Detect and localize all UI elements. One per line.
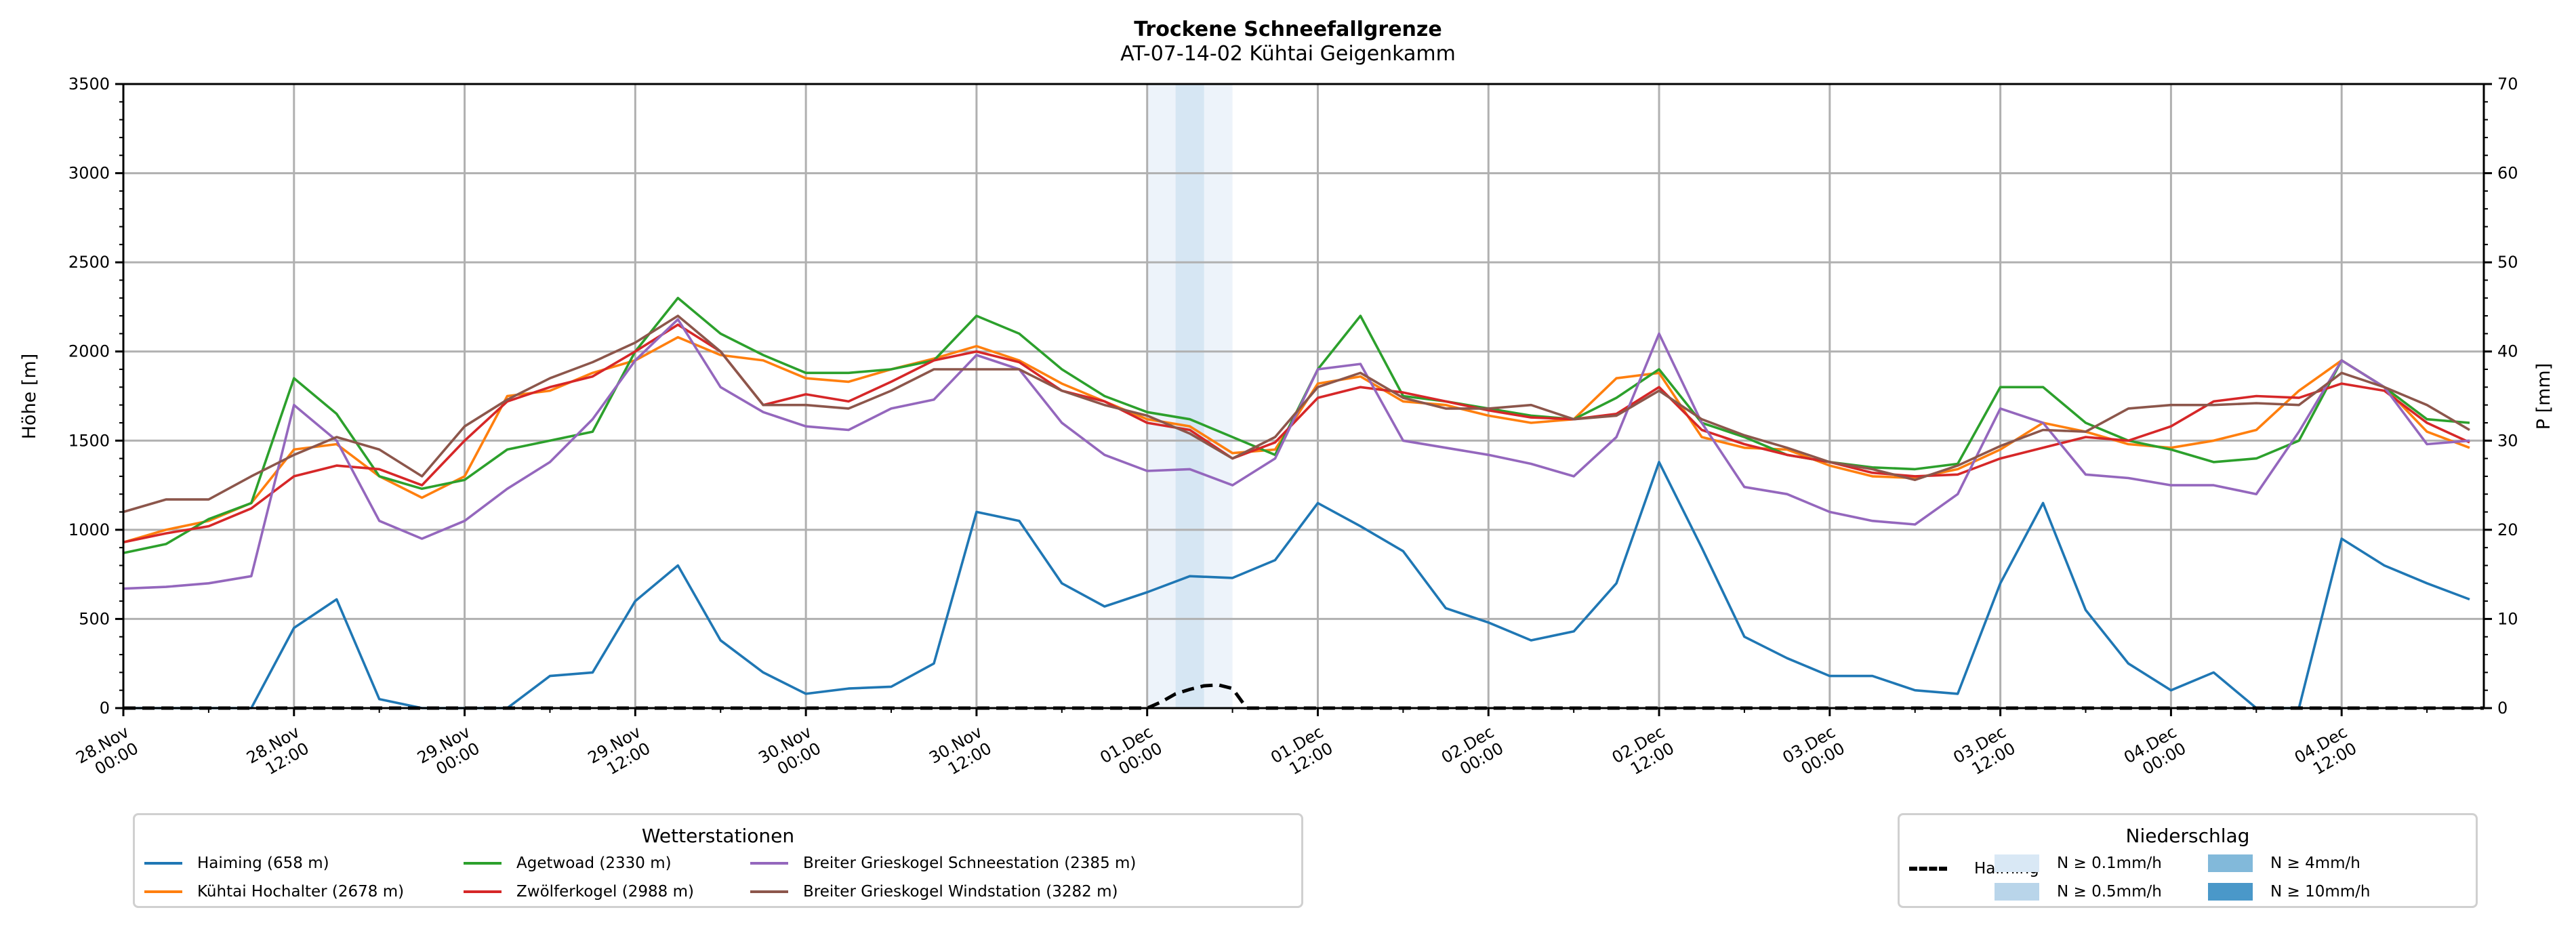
- legend-item-station: Agetwoad (2330 m): [464, 854, 672, 872]
- line-swatch: [144, 890, 182, 893]
- y-right-tick-label: 0: [2497, 699, 2508, 718]
- color-swatch: [1995, 883, 2039, 901]
- legend-item-station: Breiter Grieskogel Windstation (3282 m): [750, 883, 1118, 901]
- color-swatch: [2208, 854, 2253, 872]
- legend-stations-title: Wetterstationen: [641, 825, 795, 847]
- legend-precip: Niederschlag Haiming N ≥ 0.1mm/hN ≥ 0.5m…: [1898, 813, 2478, 908]
- y-tick-label: 0: [100, 699, 110, 718]
- legend-precip-title: Niederschlag: [2125, 825, 2250, 847]
- legend-label: N ≥ 10mm/h: [2270, 883, 2371, 901]
- y-right-tick-label: 10: [2497, 609, 2518, 628]
- color-swatch: [2208, 883, 2253, 901]
- legend-label: Haiming (658 m): [197, 854, 329, 872]
- precip-shade-band: [1175, 84, 1204, 708]
- dashed-line-swatch: [1909, 867, 1947, 871]
- y-right-tick-label: 70: [2497, 75, 2518, 94]
- legend-label: Agetwoad (2330 m): [516, 854, 672, 872]
- y-right-tick-label: 40: [2497, 342, 2518, 361]
- y-tick-label: 1500: [68, 431, 110, 450]
- series-line: [123, 296, 2470, 554]
- line-swatch: [144, 862, 182, 865]
- line-swatch: [750, 890, 788, 893]
- y-tick-label: 2000: [68, 342, 110, 361]
- grid: [123, 84, 2484, 708]
- legend-item-station: Kühtai Hochalter (2678 m): [144, 883, 404, 901]
- line-swatch: [464, 890, 502, 893]
- legend-item-precip-level: N ≥ 0.1mm/h: [1995, 854, 2162, 872]
- legend-label: Breiter Grieskogel Windstation (3282 m): [803, 883, 1118, 901]
- y-tick-label: 3500: [68, 75, 110, 94]
- series-line: [123, 323, 2470, 544]
- y-tick-label: 2500: [68, 253, 110, 272]
- legend-label: Zwölferkogel (2988 m): [516, 883, 694, 901]
- y-axis-right-label: P [mm]: [2533, 363, 2554, 430]
- legend-label: N ≥ 0.5mm/h: [2057, 883, 2162, 901]
- line-swatch: [464, 862, 502, 865]
- legend-label: N ≥ 4mm/h: [2270, 854, 2360, 872]
- line-swatch: [750, 862, 788, 865]
- y-right-tick-label: 60: [2497, 164, 2518, 183]
- color-swatch: [1995, 854, 2039, 872]
- legend-label: Breiter Grieskogel Schneestation (2385 m…: [803, 854, 1137, 872]
- series-line: [123, 314, 2470, 514]
- precip-shading: [1147, 84, 1233, 708]
- series-lines: [123, 296, 2484, 710]
- legend-label: N ≥ 0.1mm/h: [2057, 854, 2162, 872]
- precip-line-haiming: [123, 683, 2484, 710]
- y-right-tick-label: 30: [2497, 431, 2518, 450]
- legend-item-precip-level: N ≥ 4mm/h: [2208, 854, 2360, 872]
- legend-item-station: Breiter Grieskogel Schneestation (2385 m…: [750, 854, 1136, 872]
- legend-label: Kühtai Hochalter (2678 m): [197, 883, 405, 901]
- plot-frame: [122, 83, 2485, 709]
- legend-item-precip-level: N ≥ 10mm/h: [2208, 883, 2371, 901]
- legend-stations: Wetterstationen Haiming (658 m) Kühtai Ho…: [133, 813, 1303, 908]
- y-tick-label: 1000: [68, 520, 110, 539]
- y-right-tick-label: 50: [2497, 253, 2518, 272]
- chart-subtitle: AT-07-14-02 Kühtai Geigenkamm: [1120, 42, 1456, 66]
- series-line: [123, 461, 2470, 709]
- y-axis-label: Höhe [m]: [19, 354, 40, 440]
- legend-item-station: Haiming (658 m): [144, 854, 329, 872]
- legend-item-station: Zwölferkogel (2988 m): [464, 883, 694, 901]
- y-tick-label: 3000: [68, 164, 110, 183]
- y-tick-label: 500: [79, 609, 110, 628]
- legend-item-precip-level: N ≥ 0.5mm/h: [1995, 883, 2162, 901]
- y-right-tick-label: 20: [2497, 520, 2518, 539]
- chart-title: Trockene Schneefallgrenze: [1134, 18, 1442, 41]
